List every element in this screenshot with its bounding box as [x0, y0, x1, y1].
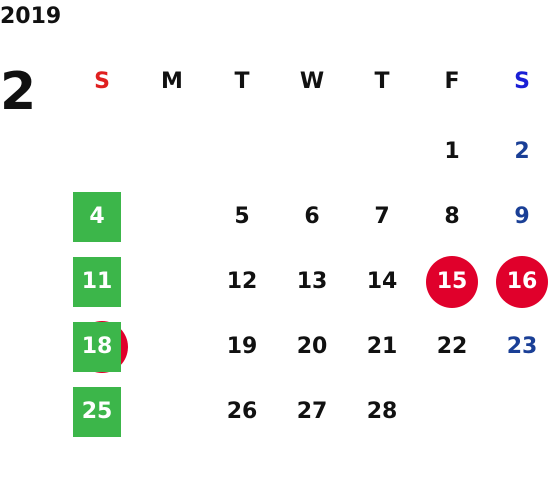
- day-cell[interactable]: [282, 122, 342, 182]
- day-cell[interactable]: 9: [514, 204, 530, 229]
- day-cell[interactable]: [492, 382, 548, 442]
- day-cell[interactable]: 8: [444, 204, 460, 229]
- day-cell[interactable]: 20: [296, 334, 328, 359]
- weekday-thu: T: [374, 69, 390, 94]
- week-row-2: 3 4 5 6 7 8 9: [68, 187, 548, 247]
- month-label: 2: [0, 62, 37, 122]
- day-cell[interactable]: 22: [436, 334, 468, 359]
- weekday-fri: F: [444, 69, 460, 94]
- day-cell[interactable]: 2: [514, 139, 530, 164]
- day-cell[interactable]: 14: [366, 269, 398, 294]
- day-cell[interactable]: 26: [226, 399, 258, 424]
- day-cell[interactable]: 1: [444, 139, 460, 164]
- day-cell-highlight-green[interactable]: 4: [73, 192, 121, 242]
- day-cell-highlight-red[interactable]: 15: [426, 256, 478, 308]
- day-cell[interactable]: 12: [226, 269, 258, 294]
- day-cell[interactable]: [72, 122, 132, 182]
- day-cell[interactable]: [422, 382, 482, 442]
- week-row-5: 24 25 26 27 28: [68, 382, 548, 442]
- year-label: 2019: [0, 4, 62, 29]
- day-cell[interactable]: 21: [366, 334, 398, 359]
- weekday-tue: T: [234, 69, 250, 94]
- weekday-mon: M: [161, 69, 183, 94]
- weekday-sat: S: [514, 69, 530, 94]
- day-cell-highlight-red[interactable]: 16: [496, 256, 548, 308]
- day-cell[interactable]: 28: [366, 399, 398, 424]
- day-cell-highlight-green[interactable]: 18: [73, 322, 121, 372]
- day-cell[interactable]: 19: [226, 334, 258, 359]
- week-row-3: 10 11 12 13 14 15 16: [68, 252, 548, 312]
- day-cell[interactable]: [212, 122, 272, 182]
- day-cell-highlight-green[interactable]: 11: [73, 257, 121, 307]
- day-cell-highlight-green[interactable]: 25: [73, 387, 121, 437]
- week-row-4: 17 18 19 20 21 22 23: [68, 317, 548, 377]
- day-cell[interactable]: 6: [304, 204, 320, 229]
- day-cell[interactable]: 27: [296, 399, 328, 424]
- day-cell[interactable]: [352, 122, 412, 182]
- weekday-wed: W: [299, 69, 325, 94]
- day-cell[interactable]: 23: [506, 334, 538, 359]
- day-cell[interactable]: [142, 122, 202, 182]
- day-cell[interactable]: 5: [234, 204, 250, 229]
- weekday-header: S M T W T F S: [68, 52, 548, 112]
- week-row-1: 1 2: [68, 122, 548, 182]
- day-cell[interactable]: 7: [374, 204, 390, 229]
- weekday-sun: S: [94, 69, 110, 94]
- day-cell[interactable]: 13: [296, 269, 328, 294]
